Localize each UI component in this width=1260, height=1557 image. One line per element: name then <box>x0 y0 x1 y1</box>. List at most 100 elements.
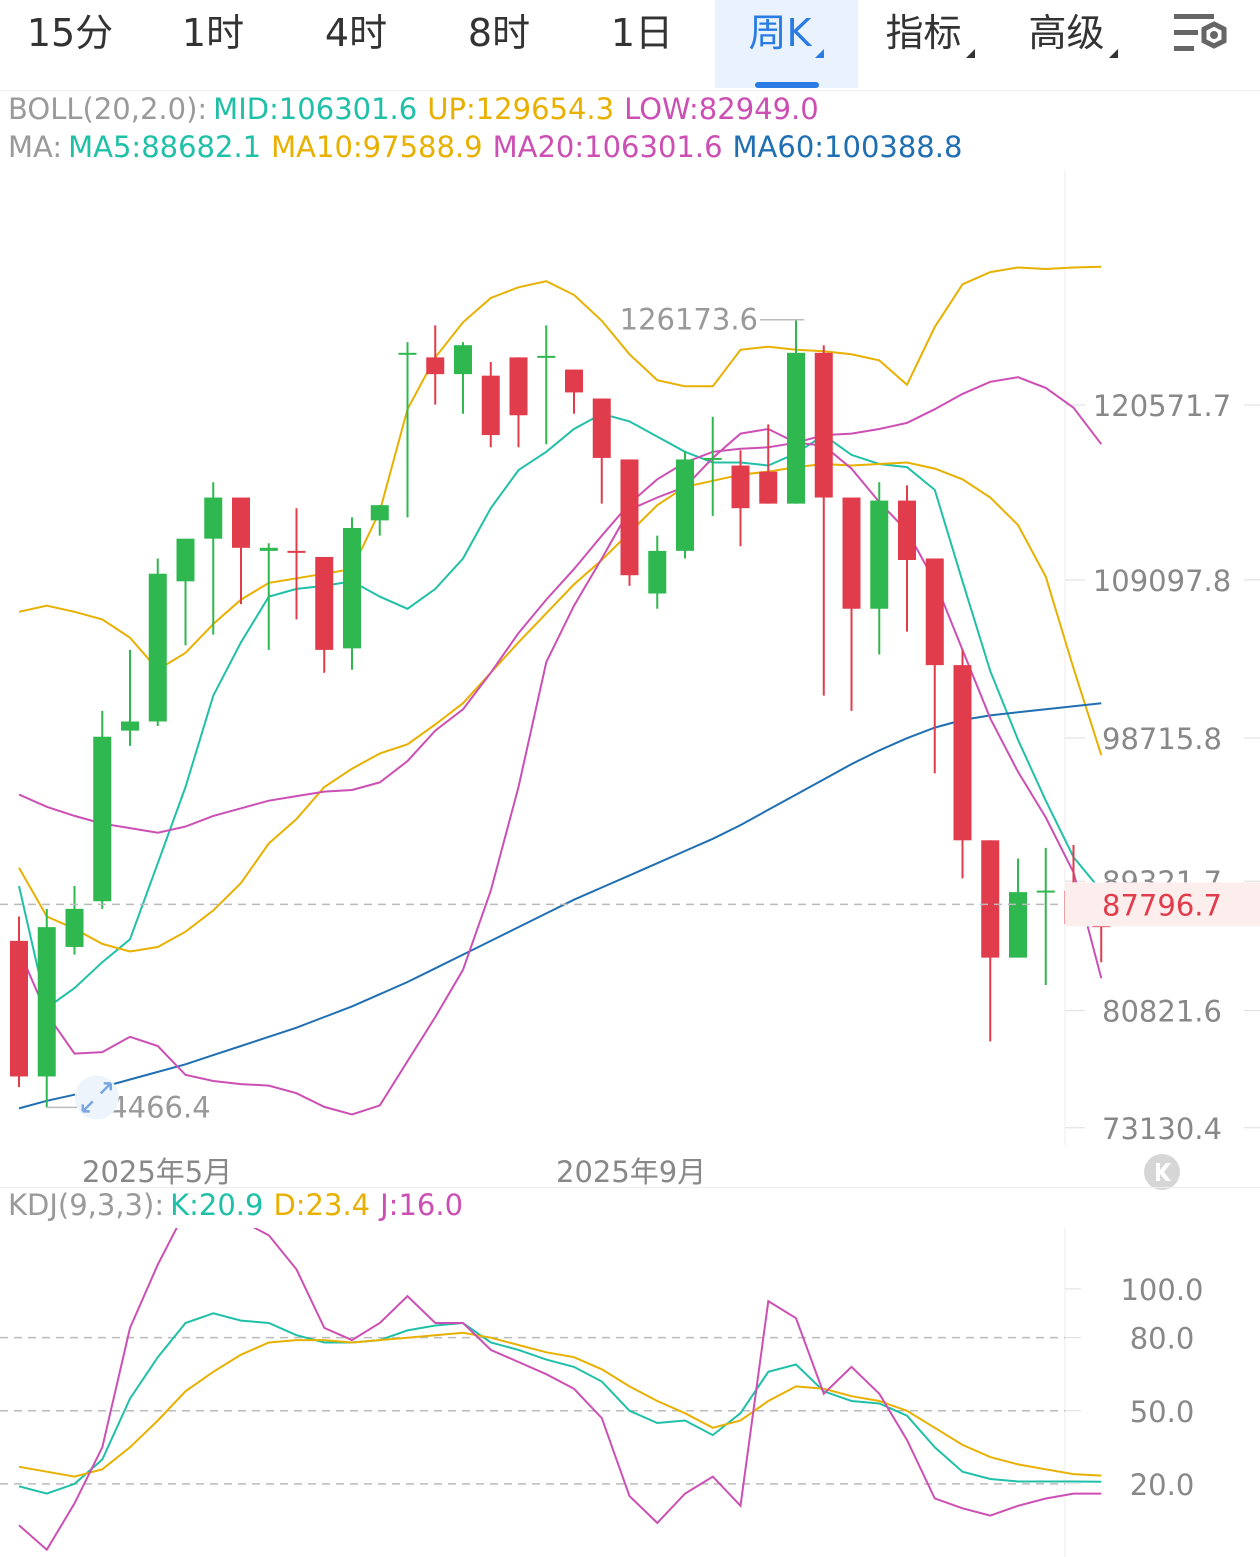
kdj-tick-label: 50.0 <box>1130 1395 1195 1429</box>
candle-body <box>1009 892 1027 958</box>
candle-body <box>648 550 667 594</box>
tab-8hour[interactable]: 8时 <box>467 11 531 55</box>
candle-body <box>787 352 805 504</box>
candle-body <box>65 908 84 947</box>
candle-body <box>10 940 28 1077</box>
ma-legend: MA: MA5:88682.1 MA10:97588.9 MA20:106301.6 M… <box>8 130 972 164</box>
candle-body <box>287 550 306 553</box>
tab-15min[interactable]: 15分 <box>26 11 114 55</box>
kdj-tick-label: 20.0 <box>1130 1468 1195 1502</box>
candle-body <box>204 497 223 539</box>
candle-body <box>814 352 833 498</box>
candle-body <box>676 459 694 551</box>
dropdown-arrow-icon <box>815 49 825 58</box>
last-price-label: 87796.7 <box>1102 888 1222 922</box>
ma-label: MA: <box>8 130 63 164</box>
candle-body <box>148 573 167 722</box>
candle-body <box>759 471 778 504</box>
price-tick-label: 109097.8 <box>1093 564 1231 598</box>
candle-body <box>953 665 972 841</box>
ma10-value: MA10:97588.9 <box>271 130 483 164</box>
kdj-label: KDJ(9,3,3): <box>8 1188 165 1222</box>
boll-low-value: LOW:82949.0 <box>624 92 819 126</box>
candle-body <box>509 357 528 416</box>
tab-1day[interactable]: 1日 <box>610 11 674 55</box>
price-tick-label: 80821.6 <box>1102 995 1222 1029</box>
ma60-value: MA60:100388.8 <box>732 130 963 164</box>
candle-body <box>426 357 445 375</box>
x-tick-label: 2025年5月 <box>82 1155 233 1189</box>
dropdown-arrow-icon <box>1108 49 1118 58</box>
tab-divider <box>0 90 1260 91</box>
tab-4hour[interactable]: 4时 <box>324 11 388 55</box>
kdj-k-value: K:20.9 <box>170 1188 264 1222</box>
kdj-line-k <box>18 1312 1102 1495</box>
candle-body <box>981 840 1000 958</box>
expand-arrows-icon <box>74 1075 119 1120</box>
kdj-legend: KDJ(9,3,3): K:20.9 D:23.4 J:16.0 <box>8 1188 473 1222</box>
candle-body <box>481 375 500 436</box>
kdj-tick-label: 80.0 <box>1130 1322 1195 1356</box>
kdj-line-j <box>18 1228 1102 1552</box>
expand-arrows-bg <box>74 1075 119 1120</box>
tab-advanced[interactable]: 高级 <box>1003 0 1143 88</box>
tab-1hour[interactable]: 1时 <box>181 11 245 55</box>
boll-up-value: UP:129654.3 <box>427 92 615 126</box>
kdj-chart[interactable]: 100.0 80.0 50.0 20.0 <box>0 1228 1260 1557</box>
tab-weekly[interactable]: 周K <box>715 0 858 88</box>
candle-body <box>592 398 611 458</box>
kdj-d-value: D:23.4 <box>273 1188 371 1222</box>
period-tab-bar: 15分 1时 4时 8时 1日 周K 指标 高级 <box>0 0 1260 90</box>
kdj-tick-label: 100.0 <box>1120 1273 1203 1307</box>
boll-mid-value: MID:106301.6 <box>213 92 418 126</box>
candle-body <box>232 497 250 548</box>
expand-arrows-glyph <box>81 1082 112 1113</box>
pane-divider <box>0 1187 1260 1188</box>
max-price-label: 126173.6 <box>620 303 758 337</box>
candle-body <box>343 528 361 649</box>
boll-label: BOLL(20,2.0): <box>8 92 208 126</box>
line-boll-mid <box>18 376 1103 834</box>
price-tick-label: 73130.4 <box>1102 1112 1222 1145</box>
ma20-value: MA20:106301.6 <box>492 130 723 164</box>
line-boll-up <box>18 265 1102 671</box>
candle-body <box>176 538 195 582</box>
candle-body <box>454 345 472 375</box>
ma5-value: MA5:88682.1 <box>68 130 262 164</box>
candle-body <box>259 547 278 551</box>
candle-body <box>1036 890 1055 893</box>
line-ma5 <box>18 412 1103 1010</box>
boll-legend: BOLL(20,2.0): MID:106301.6 UP:129654.3 LOW:… <box>8 92 829 126</box>
candle-body <box>703 457 722 460</box>
last-price-badge <box>1065 882 1260 927</box>
candle-body <box>620 459 639 576</box>
kdj-line-d <box>18 1331 1102 1478</box>
active-tab-indicator <box>755 82 819 88</box>
line-boll-low <box>18 427 1103 1116</box>
time-axis: 2025年5月 2025年9月 <box>0 1145 1260 1190</box>
candle-body <box>842 497 861 609</box>
candle-body <box>731 465 750 509</box>
candle-body <box>925 558 944 666</box>
price-tick-label: 120571.7 <box>1093 389 1231 423</box>
tab-indicators[interactable]: 指标 <box>860 0 1000 88</box>
candle-body <box>93 736 112 902</box>
chart-settings-gear-icon[interactable] <box>1172 8 1232 64</box>
candle-body <box>121 721 139 731</box>
candle-body <box>370 505 389 521</box>
candle-body <box>537 355 556 358</box>
candle-body <box>315 556 334 650</box>
candle-body <box>565 369 583 393</box>
price-tick-label: 98715.8 <box>1102 722 1222 756</box>
kdj-j-value: J:16.0 <box>380 1188 464 1222</box>
line-ma10 <box>18 461 1103 953</box>
candle-body <box>870 500 889 609</box>
k-logo-icon[interactable] <box>1142 1152 1182 1192</box>
candle-body <box>398 352 417 355</box>
candlestick-chart[interactable]: 120571.7109097.898715.889321.780821.6731… <box>0 170 1260 1145</box>
x-tick-label: 2025年9月 <box>556 1155 707 1189</box>
line-ma60 <box>18 702 1102 1110</box>
dropdown-arrow-icon <box>965 49 975 58</box>
candle-body <box>898 500 916 560</box>
candle-body <box>37 927 56 1077</box>
